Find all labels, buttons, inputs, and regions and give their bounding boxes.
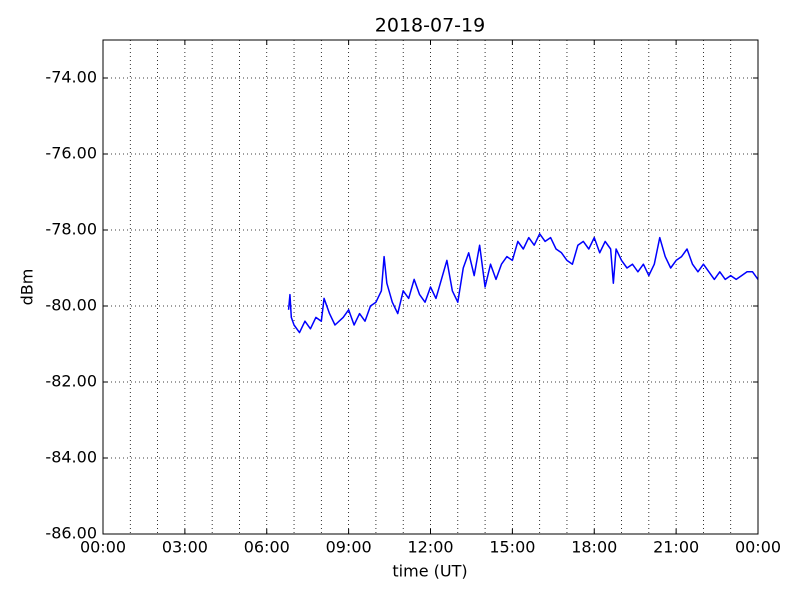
y-axis-label: dBm: [18, 269, 37, 306]
x-tick-label: 09:00: [326, 538, 372, 557]
y-tick-label: -80.00: [45, 296, 97, 315]
y-tick-label: -78.00: [45, 220, 97, 239]
chart-title: 2018-07-19: [375, 15, 485, 37]
y-tick-label: -86.00: [45, 524, 97, 543]
plot-frame: [102, 39, 759, 535]
x-tick-label: 18:00: [571, 538, 617, 557]
x-tick-label: 06:00: [244, 538, 290, 557]
y-tick-label: -76.00: [45, 144, 97, 163]
x-tick-label: 00:00: [80, 538, 126, 557]
x-tick-label: 12:00: [407, 538, 453, 557]
x-tick-label: 15:00: [489, 538, 535, 557]
x-tick-label: 00:00: [735, 538, 781, 557]
y-tick-label: -74.00: [45, 68, 97, 87]
data-line: [287, 233, 759, 334]
y-tick-label: -84.00: [45, 448, 97, 467]
x-tick-label: 03:00: [162, 538, 208, 557]
y-tick-label: -82.00: [45, 372, 97, 391]
x-tick-label: 21:00: [653, 538, 699, 557]
x-axis-label: time (UT): [392, 562, 467, 581]
